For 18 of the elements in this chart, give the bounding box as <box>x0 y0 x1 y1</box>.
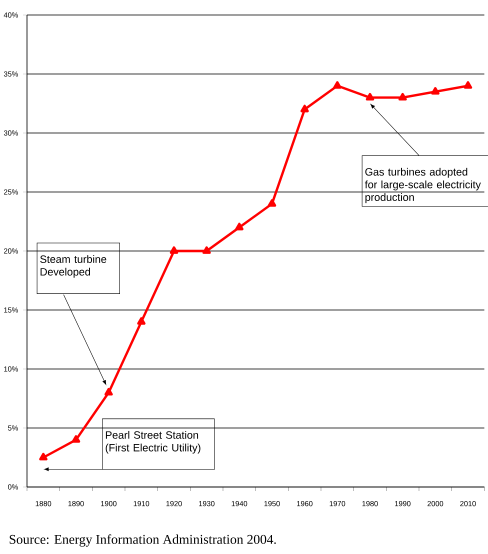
point <box>202 246 211 254</box>
annotation: Gas turbines adopted for large-scale electricity production <box>364 168 481 204</box>
point <box>137 317 146 325</box>
point <box>72 435 80 443</box>
point <box>300 104 309 112</box>
point <box>104 388 113 396</box>
annotation: Steam turbine Developed <box>40 255 106 278</box>
point <box>170 246 178 254</box>
annotation: Pearl Street Station (First Electric Utility) <box>106 430 200 454</box>
point <box>235 222 244 230</box>
point <box>464 81 472 89</box>
point <box>39 452 48 460</box>
point <box>268 199 276 207</box>
point <box>333 81 342 89</box>
point <box>431 87 440 95</box>
point <box>398 92 407 101</box>
source-note: Source: Energy Information Administration 2004. <box>10 534 276 547</box>
point <box>366 92 374 101</box>
